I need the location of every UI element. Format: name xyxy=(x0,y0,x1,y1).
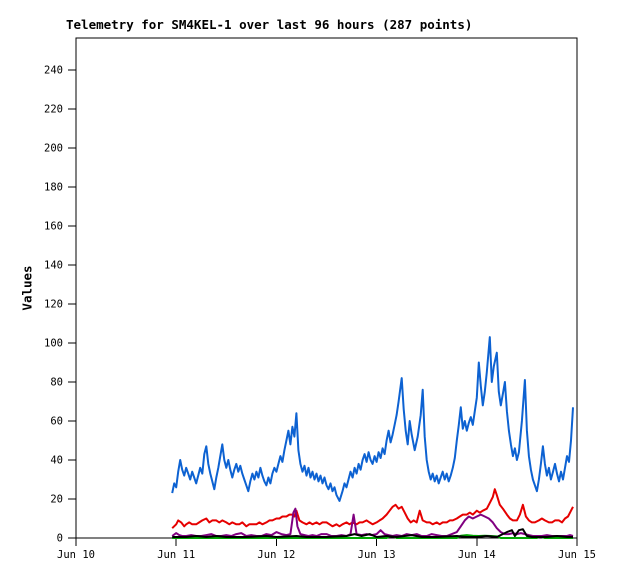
y-tick-label: 200 xyxy=(44,142,63,154)
chart-title: Telemetry for SM4KEL-1 over last 96 hour… xyxy=(66,17,473,32)
x-tick-label: Jun 12 xyxy=(257,549,295,561)
y-tick-label: 240 xyxy=(44,64,63,76)
y-tick-label: 20 xyxy=(50,493,63,505)
series-channel-purple xyxy=(171,507,574,537)
y-tick-label: 100 xyxy=(44,337,63,349)
series-channel-black xyxy=(172,528,573,538)
x-tick-label: Jun 14 xyxy=(458,549,496,561)
y-axis-ticks: 0 20 40 60 80 100 120 140 160 180 200 220 240 xyxy=(44,64,76,545)
y-tick-label: 120 xyxy=(44,298,63,310)
x-tick-label: Jun 13 xyxy=(358,549,396,561)
y-tick-label: 160 xyxy=(44,220,63,232)
y-tick-label: 140 xyxy=(44,259,63,271)
y-tick-label: 40 xyxy=(50,454,63,466)
y-tick-label: 80 xyxy=(50,376,63,388)
y-tick-label: 60 xyxy=(50,415,63,427)
x-tick-label: Jun 11 xyxy=(157,549,195,561)
x-axis-ticks: Jun 10 Jun 11 Jun 12 Jun 13 Jun 14 Jun 15 xyxy=(57,538,596,561)
y-tick-label: 180 xyxy=(44,181,63,193)
plot-frame xyxy=(75,37,578,539)
x-tick-label: Jun 10 xyxy=(57,549,95,561)
series-channel-red xyxy=(171,488,574,529)
x-tick-label: Jun 15 xyxy=(558,549,596,561)
y-tick-label: 220 xyxy=(44,103,63,115)
series-channel-blue xyxy=(171,336,574,502)
y-tick-label: 0 xyxy=(57,533,63,545)
